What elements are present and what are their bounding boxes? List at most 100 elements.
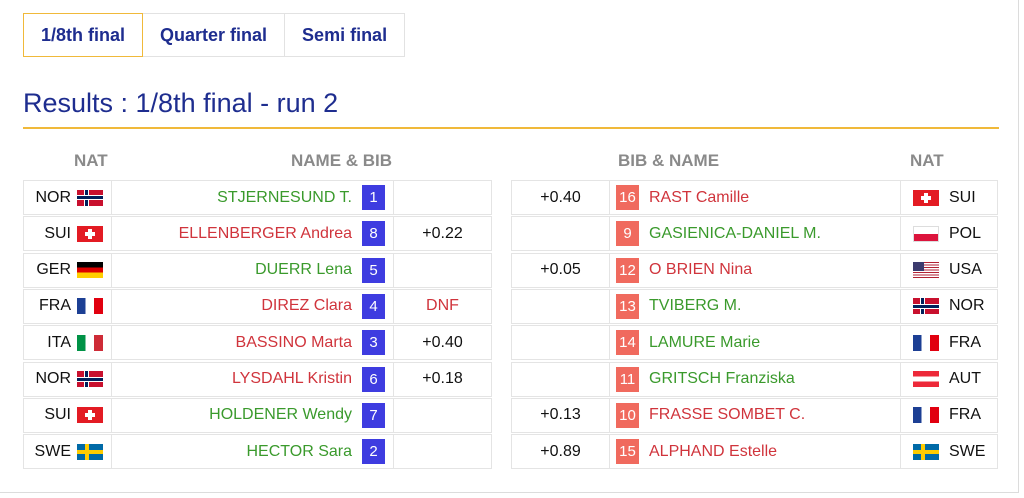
right-time-diff xyxy=(511,325,610,361)
left-athlete-name[interactable]: STJERNESUND T. xyxy=(217,188,352,206)
table-row: ITA BASSINO Marta 3 +0.40 14 LAMURE Marie FRA xyxy=(23,325,998,361)
header-nat-left: NAT xyxy=(74,151,108,170)
right-athlete-name[interactable]: GASIENICA-DANIEL M. xyxy=(649,224,821,242)
table-row: FRA DIREZ Clara 4 DNF 13 TVIBERG M. NOR xyxy=(23,288,998,324)
table-row: NOR STJERNESUND T. 1 +0.40 16 RAST Camille SUI xyxy=(23,180,998,215)
right-nation-flag-icon xyxy=(913,371,939,387)
right-nation-flag-icon xyxy=(913,225,939,242)
left-athlete-cell: HOLDENER Wendy 7 xyxy=(111,397,394,433)
right-nation-cell: POL xyxy=(900,216,998,252)
right-athlete-name[interactable]: ALPHAND Estelle xyxy=(649,442,778,460)
left-athlete-cell: ELLENBERGER Andrea 8 xyxy=(111,216,394,252)
left-nation-cell: NOR xyxy=(23,180,112,215)
right-bib-badge: 10 xyxy=(616,402,639,428)
left-athlete-name[interactable]: LYSDAHL Kristin xyxy=(231,370,352,387)
left-nation-flag-icon xyxy=(77,189,103,206)
left-bib-badge: 2 xyxy=(362,439,385,465)
right-bib-badge: 14 xyxy=(616,330,639,356)
right-bib-badge: 16 xyxy=(616,185,639,210)
left-nation-code: SWE xyxy=(34,442,71,460)
left-time-diff xyxy=(393,252,492,288)
right-athlete-cell: 12 O BRIEN Nina xyxy=(609,252,901,288)
right-athlete-cell: 14 LAMURE Marie xyxy=(609,325,901,361)
left-athlete-cell: DUERR Lena 5 xyxy=(111,252,394,288)
right-nation-flag-icon xyxy=(913,298,939,315)
table-row: SUI HOLDENER Wendy 7 +0.13 10 FRASSE SOMBET C… xyxy=(23,397,998,433)
right-athlete-name[interactable]: TVIBERG M. xyxy=(649,297,742,315)
left-athlete-name[interactable]: DUERR Lena xyxy=(255,261,352,279)
right-time-diff: +0.05 xyxy=(511,252,610,288)
left-athlete-name[interactable]: ELLENBERGER Andrea xyxy=(178,224,352,242)
right-nation-cell: USA xyxy=(900,252,998,288)
right-nation-code: FRA xyxy=(949,406,981,424)
left-nation-cell: SUI xyxy=(23,216,112,252)
tab-eighth-final[interactable]: 1/8th final xyxy=(23,13,144,57)
page-title: Results : 1/8th final - run 2 xyxy=(23,88,339,118)
left-nation-flag-icon xyxy=(77,371,103,387)
left-nation-cell: GER xyxy=(23,252,112,288)
left-athlete-name[interactable]: DIREZ Clara xyxy=(261,297,352,315)
left-time-diff xyxy=(393,434,492,470)
left-time-diff xyxy=(393,397,492,433)
right-nation-cell: SWE xyxy=(900,434,998,470)
right-bib-badge: 11 xyxy=(616,366,639,392)
right-athlete-name[interactable]: LAMURE Marie xyxy=(649,333,761,351)
right-athlete-name[interactable]: FRASSE SOMBET C. xyxy=(649,406,806,424)
left-time-diff: +0.18 xyxy=(393,361,492,397)
left-athlete-cell: BASSINO Marta 3 xyxy=(111,325,394,361)
left-bib-badge: 8 xyxy=(362,221,385,247)
right-nation-cell: FRA xyxy=(900,325,998,361)
left-bib-badge: 6 xyxy=(362,366,385,392)
right-bib-badge: 12 xyxy=(616,257,639,283)
right-nation-code: NOR xyxy=(949,297,985,315)
right-bib-badge: 13 xyxy=(616,293,639,319)
right-nation-code: SUI xyxy=(949,188,976,206)
left-time-diff xyxy=(393,180,492,215)
right-athlete-name[interactable]: O BRIEN Nina xyxy=(649,261,753,279)
right-nation-code: SWE xyxy=(949,442,986,460)
left-athlete-name[interactable]: BASSINO Marta xyxy=(235,333,352,351)
header-name-bib: NAME & BIB xyxy=(291,151,393,170)
left-time-diff: +0.22 xyxy=(393,216,492,252)
right-time-diff: +0.40 xyxy=(511,180,610,215)
left-nation-cell: ITA xyxy=(23,325,112,361)
left-athlete-cell: STJERNESUND T. 1 xyxy=(111,180,394,215)
right-nation-code: USA xyxy=(949,261,982,279)
left-athlete-name[interactable]: HECTOR Sara xyxy=(246,442,352,460)
left-athlete-name[interactable]: HOLDENER Wendy xyxy=(209,406,352,424)
table-row: SUI ELLENBERGER Andrea 8 +0.22 9 GASIENICA-DA… xyxy=(23,216,998,252)
left-nation-cell: SUI xyxy=(23,397,112,433)
left-nation-flag-icon xyxy=(77,262,103,279)
round-tabs: 1/8th final Quarter final Semi final xyxy=(23,13,406,57)
tab-semi-final[interactable]: Semi final xyxy=(284,13,406,57)
right-nation-code: FRA xyxy=(949,333,981,351)
left-nation-cell: FRA xyxy=(23,288,112,324)
left-nation-flag-icon xyxy=(77,407,103,424)
left-nation-code: SUI xyxy=(44,224,71,242)
left-time-diff: DNF xyxy=(393,288,492,324)
left-nation-flag-icon xyxy=(77,298,103,315)
left-nation-flag-icon xyxy=(77,443,103,460)
left-athlete-cell: DIREZ Clara 4 xyxy=(111,288,394,324)
right-athlete-name[interactable]: RAST Camille xyxy=(649,188,750,206)
left-athlete-cell: HECTOR Sara 2 xyxy=(111,434,394,470)
right-nation-flag-icon xyxy=(913,262,939,279)
left-nation-code: FRA xyxy=(39,297,71,315)
table-row: SWE HECTOR Sara 2 +0.89 15 ALPHAND Estelle SWE xyxy=(23,434,998,470)
left-nation-cell: NOR xyxy=(23,361,112,397)
table-row: NOR LYSDAHL Kristin 6 +0.18 11 GRITSCH Franzi… xyxy=(23,361,998,397)
header-bib-name: BIB & NAME xyxy=(618,151,720,170)
right-athlete-name[interactable]: GRITSCH Franziska xyxy=(649,370,795,387)
left-nation-code: SUI xyxy=(44,406,71,424)
right-bib-badge: 9 xyxy=(616,221,639,247)
left-nation-cell: SWE xyxy=(23,434,112,470)
left-athlete-cell: LYSDAHL Kristin 6 xyxy=(111,361,394,397)
right-athlete-cell: 11 GRITSCH Franziska xyxy=(609,361,901,397)
right-athlete-cell: 10 FRASSE SOMBET C. xyxy=(609,397,901,433)
tab-quarter-final[interactable]: Quarter final xyxy=(142,13,286,57)
left-nation-code: NOR xyxy=(35,370,71,387)
left-bib-badge: 4 xyxy=(362,293,385,319)
left-nation-flag-icon xyxy=(77,225,103,242)
